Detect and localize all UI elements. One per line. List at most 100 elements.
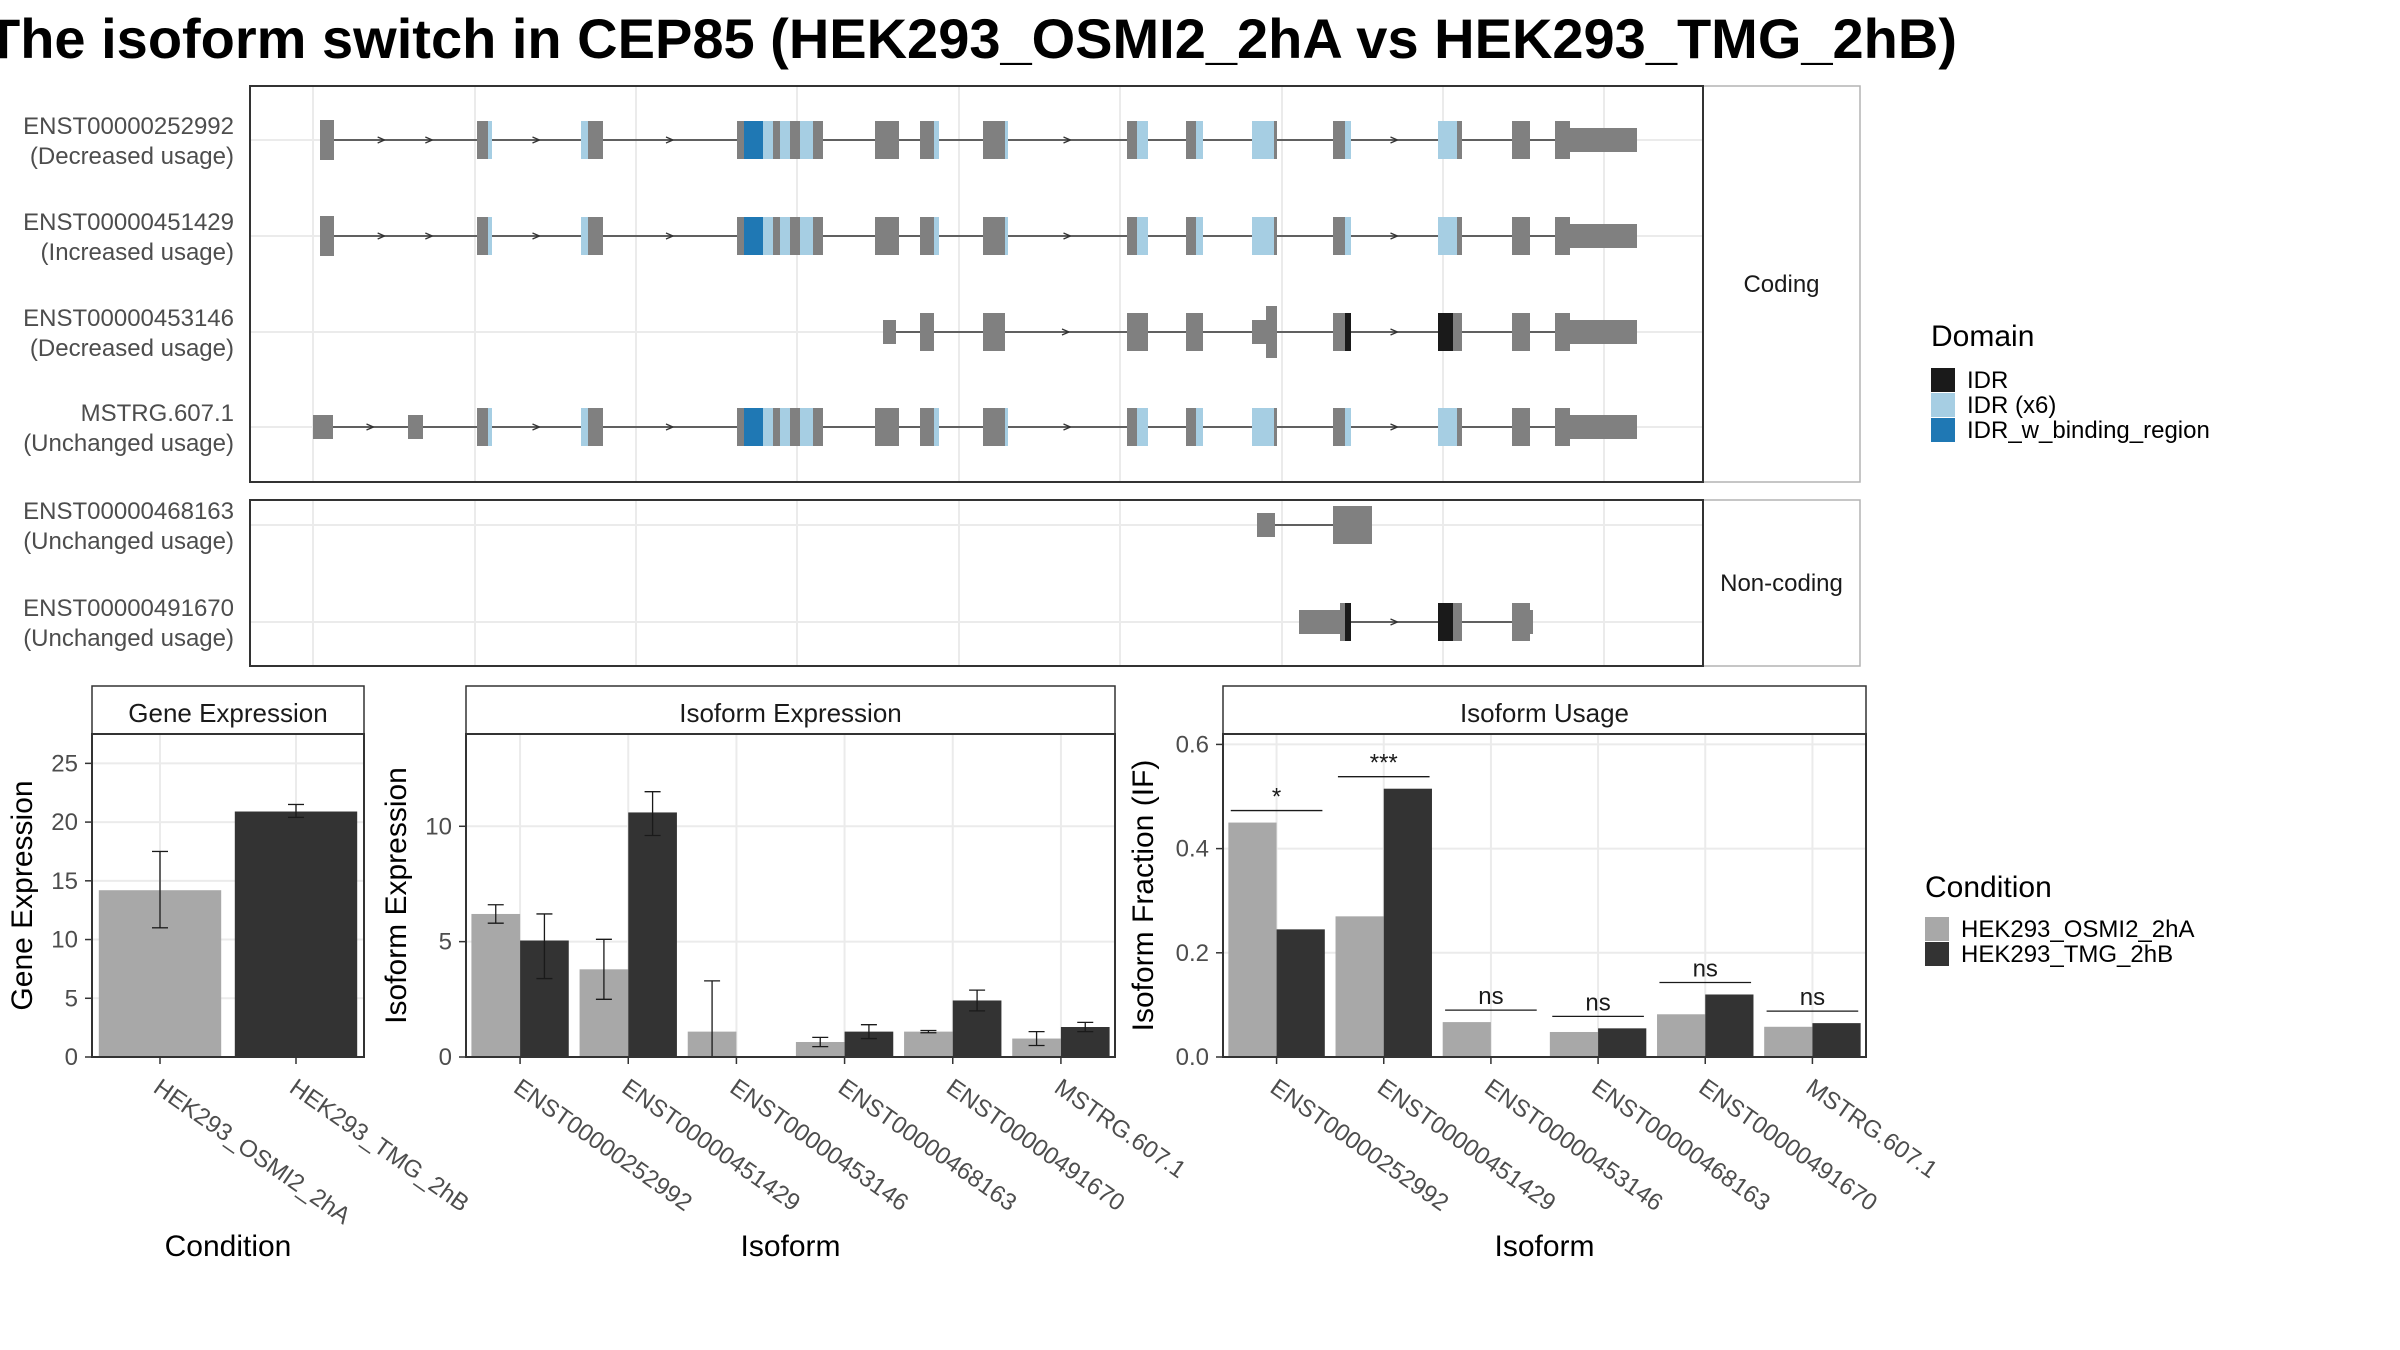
intron-arrow [425, 136, 434, 144]
exon [983, 408, 1005, 446]
exon [477, 408, 488, 446]
intron-arrow [532, 136, 542, 144]
domain-segment [1252, 408, 1274, 446]
isoform-structure-panel: Coding ENST00000252992 (Decreased usage) EN… [23, 85, 1861, 667]
domain-segment [934, 217, 939, 255]
domain-legend-label: IDR [1967, 367, 2008, 394]
x-tick-label: ENST00000451429 [1372, 1074, 1560, 1217]
exon [737, 408, 744, 446]
exon [1127, 408, 1137, 446]
x-tick-label: ENST00000491670 [1694, 1074, 1882, 1217]
condition-legend-title: Condition [1925, 871, 2052, 904]
exon [813, 121, 823, 159]
exon [1252, 320, 1266, 344]
exon [1340, 603, 1345, 641]
structure-panel-bg [250, 86, 1703, 482]
exon [1512, 408, 1530, 446]
y-tick-label: 0.4 [1176, 836, 1209, 863]
bar [1383, 788, 1432, 1057]
x-tick-label: ENST00000468163 [1587, 1074, 1775, 1217]
domain-segment [1438, 121, 1457, 159]
x-tick-label: ENST00000491670 [941, 1074, 1129, 1217]
domain-segment [934, 408, 939, 446]
y-tick-label: 0 [65, 1044, 78, 1071]
exon [813, 408, 823, 446]
domain-segment [780, 121, 790, 159]
domain-segment [763, 121, 773, 159]
transcript-status-label: (Decreased usage) [30, 143, 234, 170]
exon [1333, 408, 1345, 446]
chart-panel-border [1222, 733, 1867, 1058]
exon [875, 121, 899, 159]
intron-arrow [366, 423, 376, 431]
intron-arrow [532, 423, 542, 431]
exon [1457, 217, 1462, 255]
transcript-id-label: ENST00000252992 [23, 113, 234, 140]
exon [1457, 408, 1462, 446]
bar [1812, 1023, 1861, 1057]
intron-arrow [665, 232, 675, 240]
domain-segment [488, 121, 492, 159]
bar [1012, 1038, 1061, 1057]
domain-segment [1345, 408, 1351, 446]
y-tick-label: 15 [51, 868, 78, 895]
domain-segment [1137, 121, 1148, 159]
exon [1127, 313, 1148, 351]
bar [1228, 822, 1277, 1057]
x-axis-title: Isoform [740, 1230, 840, 1263]
transcript-id-label: ENST00000451429 [23, 209, 234, 236]
intron-arrow [665, 136, 675, 144]
bar [904, 1031, 953, 1057]
exon [1570, 320, 1637, 344]
domain-segment [780, 408, 790, 446]
exon [773, 121, 780, 159]
group-strip-label: Non-coding [1720, 570, 1843, 597]
exon [737, 217, 744, 255]
y-tick-label: 20 [51, 809, 78, 836]
exon [588, 121, 603, 159]
exon [408, 415, 423, 439]
exon [1186, 121, 1196, 159]
exon [477, 121, 488, 159]
intron-arrow [1063, 136, 1073, 144]
domain-segment [1005, 217, 1008, 255]
exon [920, 408, 934, 446]
bar [795, 1042, 845, 1057]
exon [883, 320, 896, 344]
intron-arrow [665, 423, 675, 431]
exon [1530, 610, 1533, 634]
domain-legend-label: IDR_w_binding_region [1967, 417, 2210, 444]
exon [983, 313, 1005, 351]
domain-legend-swatch [1931, 368, 1955, 392]
domain-segment [1345, 603, 1351, 641]
exon [790, 408, 800, 446]
exon [320, 216, 334, 256]
exon [1512, 313, 1530, 351]
domain-segment [488, 408, 492, 446]
bar [1442, 1022, 1491, 1057]
intron-arrow [1390, 136, 1400, 144]
y-tick-label: 0.2 [1176, 940, 1209, 967]
intron-arrow [425, 232, 434, 240]
transcript-id-label: ENST00000453146 [23, 305, 234, 332]
transcript-status-label: (Increased usage) [41, 239, 234, 266]
x-tick-label: ENST00000468163 [833, 1074, 1021, 1217]
exon [790, 121, 800, 159]
bar [1705, 994, 1754, 1057]
exon [320, 120, 334, 160]
isoform-expression-chart: Isoform Expression0510ENST00000252992ENS… [380, 685, 1191, 1263]
bar [1657, 1014, 1706, 1057]
y-tick-label: 0.6 [1176, 731, 1209, 758]
bar [471, 913, 521, 1057]
exon [1555, 408, 1570, 446]
exon [1333, 121, 1345, 159]
chart-strip-title: Isoform Expression [679, 698, 902, 728]
exon [920, 313, 934, 351]
exon [1457, 121, 1462, 159]
intron-arrow [1390, 328, 1400, 336]
exon [1570, 128, 1637, 152]
group-strip-label: Coding [1743, 271, 1819, 298]
y-tick-label: 10 [51, 927, 78, 954]
